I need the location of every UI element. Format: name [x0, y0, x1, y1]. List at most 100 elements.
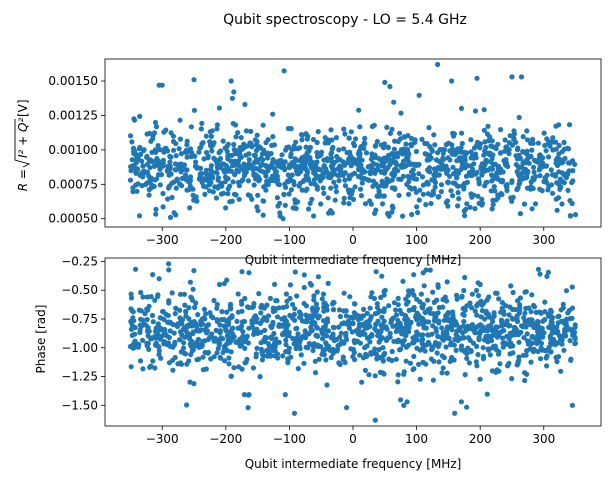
data-point: [495, 324, 501, 330]
data-point: [203, 149, 210, 156]
data-point: [280, 216, 286, 222]
data-point: [285, 172, 291, 178]
data-point: [256, 178, 262, 184]
data-point: [178, 151, 184, 157]
data-point: [479, 202, 485, 208]
data-point: [165, 196, 171, 202]
data-point: [444, 279, 450, 285]
data-point: [509, 198, 515, 204]
data-point: [326, 171, 332, 177]
data-point: [138, 316, 144, 322]
data-point: [277, 200, 283, 206]
data-point: [157, 182, 163, 188]
data-point: [240, 177, 246, 183]
data-point: [484, 391, 490, 397]
data-point: [296, 339, 302, 346]
data-point: [416, 197, 422, 203]
data-point: [407, 184, 413, 191]
data-point: [328, 151, 334, 157]
data-point: [226, 361, 232, 367]
data-point: [146, 192, 152, 198]
data-point: [321, 301, 327, 307]
data-point: [517, 307, 523, 314]
data-point: [217, 163, 223, 169]
data-point: [417, 347, 423, 353]
data-point: [461, 186, 467, 192]
data-point: [420, 182, 426, 188]
data-point: [524, 331, 530, 337]
data-point: [414, 329, 420, 335]
data-point: [468, 149, 474, 155]
data-point: [283, 184, 289, 190]
data-point: [504, 188, 510, 194]
data-point: [349, 172, 355, 178]
data-point: [227, 303, 233, 309]
data-point: [285, 125, 291, 132]
data-point: [214, 301, 220, 308]
data-point: [188, 124, 194, 130]
data-point: [222, 179, 228, 185]
data-point: [328, 155, 335, 161]
data-point: [284, 145, 290, 151]
data-point: [243, 335, 249, 341]
data-point: [143, 181, 149, 187]
data-point: [522, 377, 528, 384]
data-point: [136, 307, 142, 313]
data-point: [443, 199, 449, 206]
data-point: [499, 300, 505, 306]
data-point: [144, 131, 150, 137]
data-point: [424, 157, 430, 163]
data-point: [403, 332, 409, 339]
data-point: [395, 379, 401, 385]
data-point: [333, 135, 339, 141]
data-point: [556, 151, 562, 157]
data-point: [373, 181, 379, 187]
data-point: [174, 177, 180, 183]
data-point: [431, 358, 437, 364]
data-point: [155, 293, 161, 300]
data-point: [566, 122, 573, 128]
data-point: [246, 392, 252, 398]
data-point: [461, 287, 467, 294]
data-point: [320, 185, 326, 191]
data-point: [128, 318, 134, 324]
data-point: [307, 144, 313, 150]
data-point: [231, 191, 238, 197]
data-point: [161, 129, 167, 135]
data-point: [154, 176, 160, 182]
data-point: [170, 367, 176, 373]
data-point: [381, 351, 387, 357]
data-point: [435, 164, 441, 170]
data-point: [490, 201, 496, 208]
data-point: [228, 335, 235, 341]
data-point: [188, 154, 195, 160]
data-point: [248, 128, 254, 134]
data-point: [347, 294, 353, 300]
data-point: [350, 140, 357, 146]
data-point: [500, 335, 506, 341]
data-point: [128, 291, 134, 297]
data-point: [367, 323, 373, 329]
data-point: [463, 206, 469, 212]
data-point: [368, 163, 374, 169]
data-point: [487, 134, 493, 140]
data-point: [280, 304, 286, 311]
data-point: [271, 330, 277, 337]
data-point: [153, 211, 159, 217]
data-point: [208, 133, 214, 139]
data-point: [453, 331, 459, 337]
magnitude-ylabel-radicand: I² + Q²: [16, 118, 30, 158]
data-point: [423, 267, 429, 273]
data-point: [389, 170, 395, 176]
data-point: [328, 354, 334, 361]
data-point: [150, 319, 156, 325]
data-point: [381, 292, 387, 298]
data-point: [238, 135, 244, 141]
data-point: [500, 344, 506, 350]
data-point: [517, 302, 523, 308]
data-point: [569, 402, 576, 408]
data-point: [192, 304, 198, 310]
data-point: [303, 318, 309, 324]
data-point: [214, 122, 220, 128]
data-point: [214, 305, 220, 311]
